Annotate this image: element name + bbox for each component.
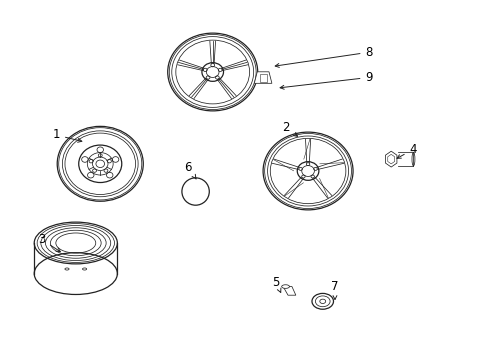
Polygon shape (387, 154, 394, 164)
Ellipse shape (281, 285, 289, 288)
Text: 9: 9 (280, 71, 372, 89)
Text: 1: 1 (52, 129, 81, 142)
Text: 5: 5 (272, 276, 280, 292)
Ellipse shape (182, 178, 209, 205)
Polygon shape (385, 151, 396, 167)
Text: 8: 8 (275, 46, 372, 67)
Ellipse shape (311, 293, 333, 309)
Text: 4: 4 (396, 143, 416, 158)
Ellipse shape (167, 33, 257, 111)
Text: 6: 6 (184, 161, 196, 179)
Ellipse shape (263, 132, 352, 210)
Polygon shape (283, 287, 295, 295)
Text: 2: 2 (282, 121, 297, 136)
Polygon shape (254, 72, 271, 83)
Text: 7: 7 (330, 280, 338, 300)
Ellipse shape (57, 126, 143, 201)
Ellipse shape (34, 222, 117, 264)
Polygon shape (259, 73, 266, 82)
Text: 3: 3 (38, 233, 60, 252)
